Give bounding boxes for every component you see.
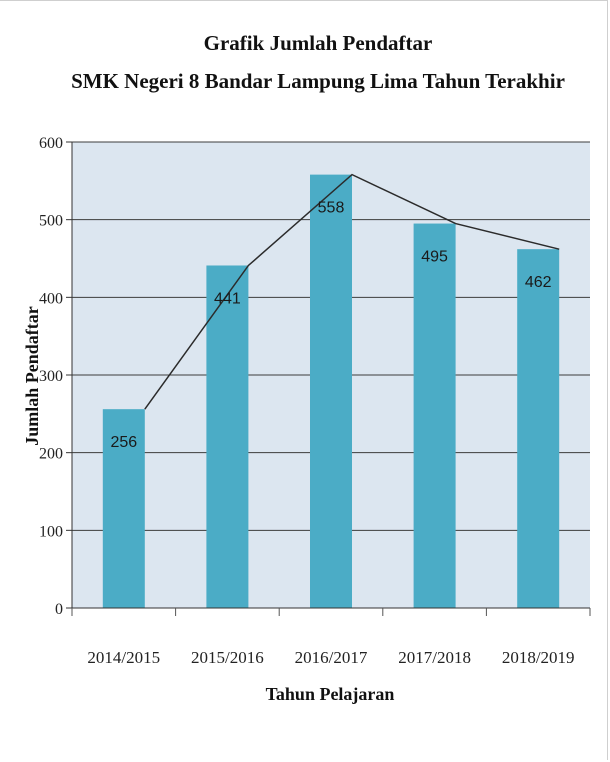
x-axis-label: Tahun Pelajaran [266,684,395,704]
y-tick-label: 100 [39,523,63,540]
data-label: 558 [318,200,345,217]
data-label: 441 [214,290,241,307]
data-label: 256 [110,434,137,451]
chart-subtitle: SMK Negeri 8 Bandar Lampung Lima Tahun T… [71,69,565,93]
bar [102,409,145,608]
x-tick-label: 2016/2017 [295,648,368,667]
y-tick-label: 500 [39,213,63,230]
y-tick-label: 200 [39,446,63,463]
y-axis-label: Jumlah Pendaftar [22,306,42,446]
bar [310,174,352,608]
plot-area: 0 100 200 300 400 500 600 256 441 558 495 462 2014/2… [39,135,591,667]
x-tick-label: 2014/2015 [87,648,160,667]
bar [206,265,249,608]
x-tick-label: 2018/2019 [502,648,575,667]
x-tick-label: 2017/2018 [398,648,471,667]
data-label: 462 [525,274,552,291]
y-tick-label: 300 [39,368,63,385]
y-tick-label: 0 [55,601,63,618]
y-tick-label: 600 [39,135,63,152]
bar [517,249,560,608]
trend-line [144,173,560,410]
x-tick-label: 2015/2016 [191,648,264,667]
y-tick-label: 400 [39,290,63,307]
data-label: 495 [421,249,448,266]
bar [413,223,456,609]
chart-title: Grafik Jumlah Pendaftar [204,31,433,55]
